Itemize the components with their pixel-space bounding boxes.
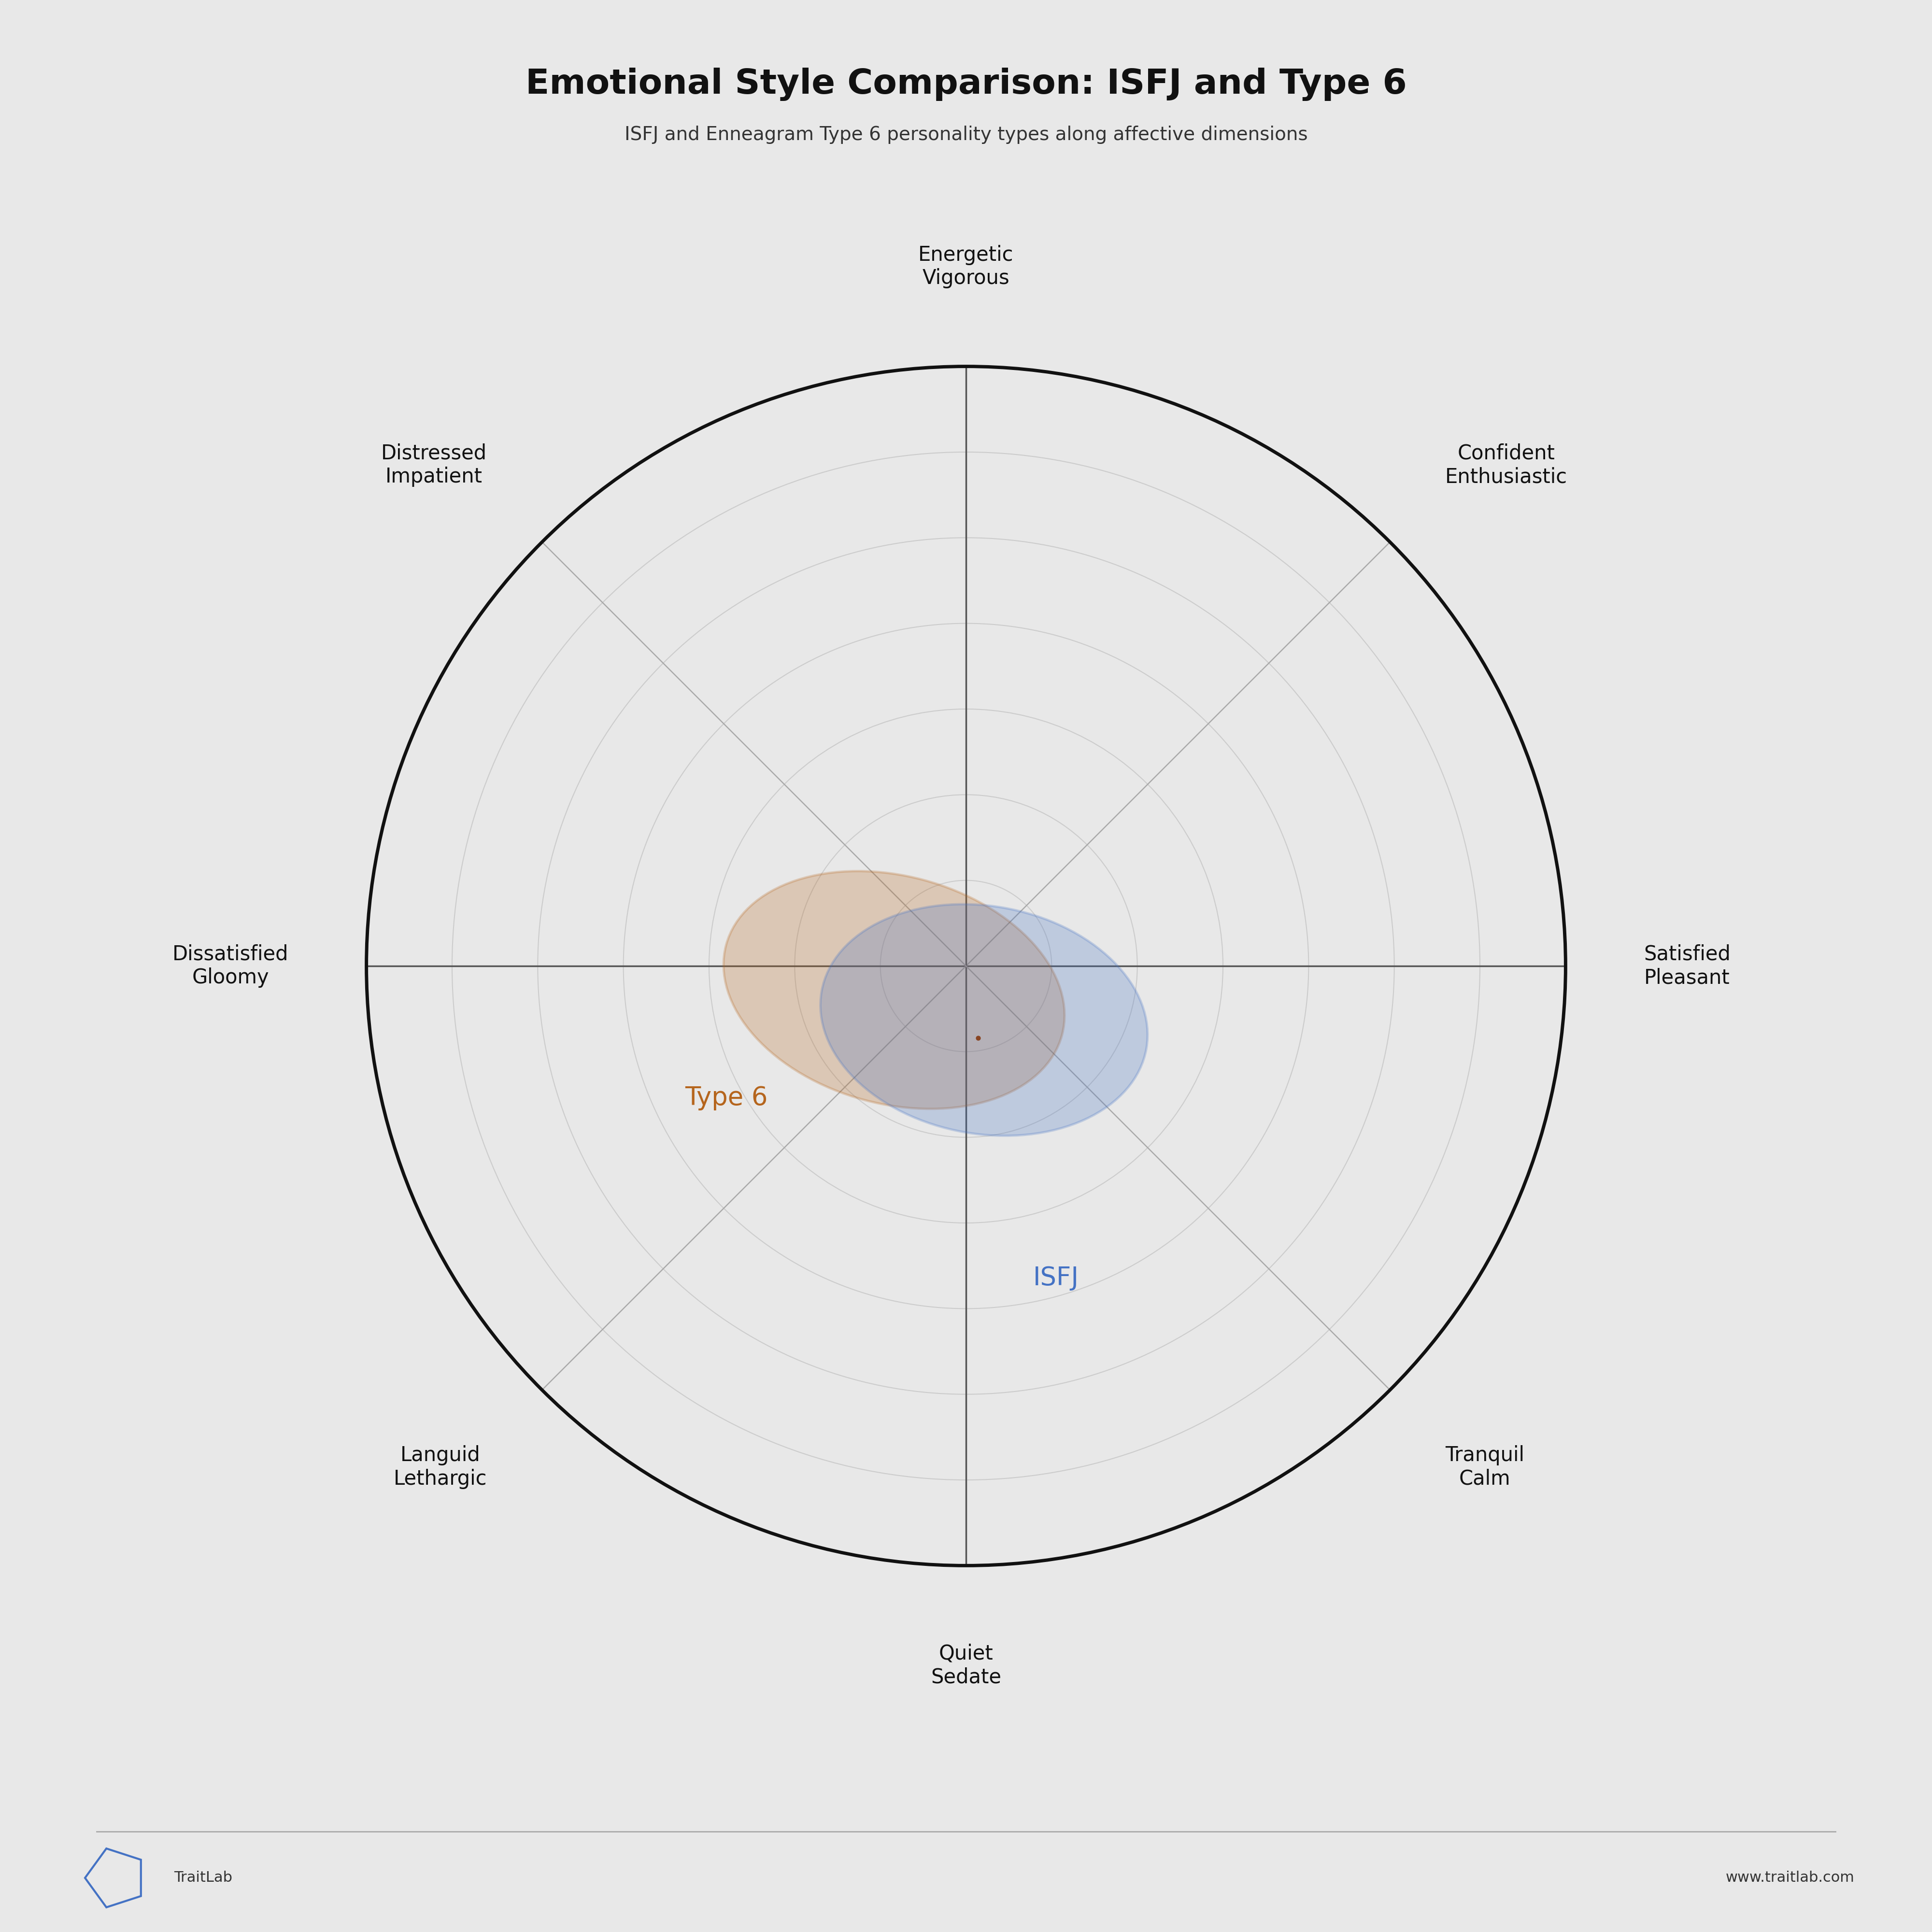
- Text: Emotional Style Comparison: ISFJ and Type 6: Emotional Style Comparison: ISFJ and Typ…: [526, 68, 1406, 100]
- Text: Distressed
Impatient: Distressed Impatient: [381, 442, 487, 487]
- Text: Quiet
Sedate: Quiet Sedate: [931, 1644, 1001, 1687]
- Text: Type 6: Type 6: [684, 1086, 767, 1111]
- Text: Confident
Enthusiastic: Confident Enthusiastic: [1445, 442, 1567, 487]
- Point: [962, 1022, 993, 1053]
- Text: Tranquil
Calm: Tranquil Calm: [1445, 1445, 1524, 1490]
- Ellipse shape: [723, 871, 1065, 1109]
- Text: Energetic
Vigorous: Energetic Vigorous: [918, 245, 1014, 288]
- Text: TraitLab: TraitLab: [174, 1870, 232, 1886]
- Text: Satisfied
Pleasant: Satisfied Pleasant: [1644, 945, 1731, 987]
- Text: ISFJ: ISFJ: [1034, 1265, 1078, 1291]
- Text: Dissatisfied
Gloomy: Dissatisfied Gloomy: [172, 945, 288, 987]
- Ellipse shape: [821, 904, 1148, 1136]
- Text: Languid
Lethargic: Languid Lethargic: [394, 1445, 487, 1490]
- Text: www.traitlab.com: www.traitlab.com: [1725, 1870, 1855, 1886]
- Text: ISFJ and Enneagram Type 6 personality types along affective dimensions: ISFJ and Enneagram Type 6 personality ty…: [624, 126, 1308, 145]
